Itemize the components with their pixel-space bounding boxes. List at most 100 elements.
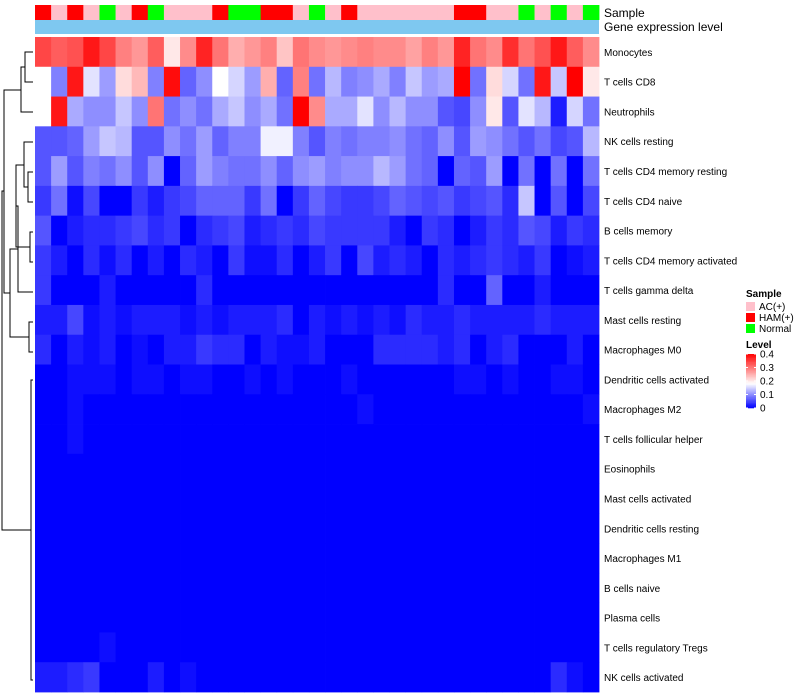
heatmap-cell bbox=[212, 453, 229, 484]
heatmap-cell bbox=[196, 334, 213, 365]
heatmap-cell bbox=[35, 602, 52, 633]
heatmap-cell bbox=[453, 453, 471, 484]
heatmap-cell bbox=[566, 513, 584, 544]
heatmap-cell bbox=[228, 334, 245, 365]
sample-annotation-cell bbox=[163, 5, 181, 20]
row-label: T cells gamma delta bbox=[604, 286, 694, 297]
heatmap-cell bbox=[325, 632, 342, 663]
heatmap-cell bbox=[518, 334, 535, 365]
heatmap-cell bbox=[180, 602, 197, 633]
heatmap-cell bbox=[276, 453, 294, 484]
sample-annotation-cell bbox=[453, 5, 471, 20]
heatmap-cell bbox=[163, 96, 181, 127]
heatmap-cell bbox=[405, 543, 423, 574]
heatmap-cells bbox=[35, 37, 600, 693]
heatmap-cell bbox=[83, 304, 100, 336]
heatmap-cell bbox=[389, 96, 407, 127]
colorbar-segment bbox=[746, 362, 756, 364]
heatmap-cell bbox=[180, 156, 197, 187]
heatmap-cell bbox=[486, 185, 503, 217]
heatmap-cell bbox=[566, 543, 584, 574]
heatmap-cell bbox=[131, 513, 149, 544]
heatmap-cell bbox=[51, 37, 68, 68]
sample-annotation-cell bbox=[308, 5, 326, 20]
sample-annotation-cell bbox=[131, 5, 149, 20]
heatmap-cell bbox=[308, 602, 326, 633]
heatmap-cell bbox=[566, 662, 584, 693]
heatmap-cell bbox=[341, 662, 358, 693]
heatmap-cell bbox=[131, 632, 149, 663]
heatmap-cell bbox=[35, 513, 52, 544]
heatmap-cell bbox=[115, 424, 133, 455]
heatmap-cell bbox=[147, 394, 165, 425]
heatmap-cell bbox=[534, 394, 552, 425]
heatmap-cell bbox=[582, 245, 600, 276]
heatmap-cell bbox=[421, 602, 439, 633]
heatmap-cell bbox=[566, 364, 584, 395]
heatmap-cell bbox=[582, 543, 600, 574]
heatmap-cell bbox=[67, 662, 84, 693]
heatmap-cell bbox=[180, 215, 197, 246]
sample-annotation-cell bbox=[550, 5, 568, 20]
heatmap-cell bbox=[453, 543, 471, 574]
heatmap-cell bbox=[534, 453, 552, 484]
heatmap-cell bbox=[228, 275, 245, 306]
heatmap-cell bbox=[51, 156, 68, 187]
heatmap-cell bbox=[550, 37, 568, 68]
heatmap-cell bbox=[437, 96, 455, 127]
heatmap-cell bbox=[51, 334, 68, 365]
heatmap-cell bbox=[260, 394, 278, 425]
heatmap-cell bbox=[453, 483, 471, 514]
colorbar-segment bbox=[746, 354, 756, 356]
heatmap-cell bbox=[276, 126, 294, 157]
heatmap-cell bbox=[163, 513, 181, 544]
heatmap-cell bbox=[292, 662, 310, 693]
heatmap-cell bbox=[405, 424, 423, 455]
heatmap-cell bbox=[421, 304, 439, 336]
heatmap-cell bbox=[566, 632, 584, 663]
heatmap-cell bbox=[180, 543, 197, 574]
heatmap-cell bbox=[470, 334, 487, 365]
heatmap-cell bbox=[147, 424, 165, 455]
heatmap-cell bbox=[566, 37, 584, 68]
heatmap-cell bbox=[51, 572, 68, 604]
heatmap-cell bbox=[51, 275, 68, 306]
heatmap-cell bbox=[325, 483, 342, 514]
heatmap-cell bbox=[566, 334, 584, 365]
heatmap-cell bbox=[550, 662, 568, 693]
heatmap-cell bbox=[147, 543, 165, 574]
heatmap-cell bbox=[437, 275, 455, 306]
colorbar-segment bbox=[746, 376, 756, 379]
heatmap-cell bbox=[163, 572, 181, 604]
sample-annotation-cell bbox=[51, 5, 68, 20]
heatmap-cell bbox=[260, 483, 278, 514]
heatmap-cell bbox=[405, 513, 423, 544]
heatmap-cell bbox=[67, 602, 84, 633]
annotation-labels: Sample Gene expression level bbox=[604, 6, 723, 34]
heatmap-cell bbox=[244, 126, 261, 157]
level-colorbar-ticks: 0.4 0.3 0.2 0.1 0 bbox=[746, 350, 774, 415]
heatmap-cell bbox=[196, 483, 213, 514]
heatmap-cell bbox=[373, 543, 390, 574]
colorbar-segment bbox=[746, 406, 756, 409]
heatmap-cell bbox=[83, 96, 100, 127]
heatmap-cell bbox=[212, 483, 229, 514]
legend-title-sample: Sample bbox=[746, 289, 782, 300]
heatmap-cell bbox=[502, 424, 519, 455]
heatmap-cell bbox=[389, 662, 407, 693]
heatmap-cell bbox=[325, 185, 342, 217]
heatmap-cell bbox=[566, 245, 584, 276]
heatmap-cell bbox=[357, 66, 374, 97]
colorbar-segment bbox=[746, 403, 756, 406]
heatmap-cell bbox=[67, 453, 84, 484]
heatmap-cell bbox=[115, 632, 133, 663]
heatmap-cell bbox=[35, 543, 52, 574]
heatmap-cell bbox=[502, 37, 519, 68]
heatmap-cell bbox=[437, 156, 455, 187]
heatmap-cell bbox=[341, 275, 358, 306]
sample-annotation-cell bbox=[276, 5, 294, 20]
heatmap-cell bbox=[99, 364, 116, 395]
heatmap-cell bbox=[582, 483, 600, 514]
heatmap-cell bbox=[292, 453, 310, 484]
heatmap-cell bbox=[405, 96, 423, 127]
